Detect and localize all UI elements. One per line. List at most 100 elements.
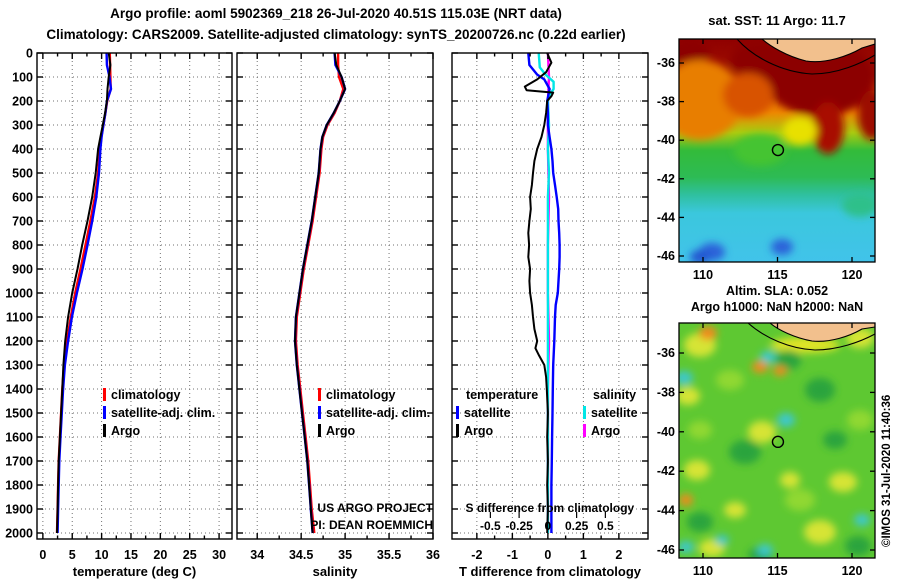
x-axis-label: T difference from climatology (459, 564, 642, 579)
lat-tick-label: -46 (657, 249, 675, 263)
field-blob (829, 472, 857, 492)
field-blob (773, 366, 787, 376)
field-blob (783, 117, 817, 145)
land-mass (761, 39, 875, 63)
lon-tick-label: 115 (767, 564, 787, 578)
field-blob (842, 193, 875, 217)
lon-tick-label: 115 (767, 268, 787, 282)
series-argo (294, 52, 347, 534)
x-tick-label: 35 (338, 548, 352, 562)
field-blob (858, 90, 875, 140)
depth-tick-label: 1000 (5, 287, 33, 301)
legend-marker (103, 406, 106, 419)
s-diff-tick-label: 0.25 (565, 519, 589, 533)
legend-label: Argo (111, 424, 141, 438)
x-tick-label: -1 (507, 548, 518, 562)
x-tick-label: 34 (250, 548, 264, 562)
depth-tick-label: 2000 (5, 527, 33, 541)
lon-tick-label: 110 (693, 268, 713, 282)
figure-subtitle: Climatology: CARS2009. Satellite-adjuste… (46, 27, 626, 42)
legend-marker (103, 388, 106, 401)
depth-tick-label: 1500 (5, 407, 33, 421)
field-blob (752, 361, 768, 373)
lat-tick-label: -42 (657, 464, 675, 478)
legend-marker (583, 424, 586, 437)
sst-map: 110 115 120 -36 -38 -40 -42 -44 -46 (657, 38, 876, 282)
s-diff-tick-label: -0.25 (505, 519, 533, 533)
field-blob (780, 472, 800, 488)
imos-credit-text: ©IMOS 31-Jul-2020 11:40:36 (881, 394, 893, 547)
x-tick-label: 0 (544, 548, 551, 562)
depth-tick-label: 600 (12, 191, 33, 205)
field-blob (679, 60, 742, 140)
field-blob (684, 460, 710, 480)
depth-tick-label: 800 (12, 239, 33, 253)
legend-label: satellite (464, 406, 511, 420)
x-tick-label: 36 (426, 548, 440, 562)
legend-group-header: salinity (593, 388, 636, 402)
legend-marker (318, 388, 321, 401)
sst-comparison-title: sat. SST: 11 Argo: 11.7 (708, 13, 846, 28)
field-blob (679, 371, 693, 385)
x-axis-label: temperature (deg C) (73, 564, 197, 579)
coast-contour (736, 39, 875, 75)
lat-tick-label: -40 (657, 425, 675, 439)
lat-tick-label: -36 (657, 346, 675, 360)
lat-tick-label: -38 (657, 95, 675, 109)
legend-marker (103, 424, 106, 437)
legend-group-header: temperature (466, 388, 538, 402)
x-tick-label: 30 (212, 548, 226, 562)
lat-tick-label: -40 (657, 133, 675, 147)
legend-label: climatology (111, 388, 181, 402)
field-blob (804, 520, 836, 544)
field-blob (730, 42, 790, 78)
lat-tick-label: -38 (657, 385, 675, 399)
field-blob (765, 40, 875, 116)
depth-tick-label: 300 (12, 119, 33, 133)
series-climatology (294, 53, 345, 534)
legend-marker (456, 406, 459, 419)
land-mass (769, 323, 875, 342)
x-tick-label: 2 (615, 548, 622, 562)
depth-tick-label: 1100 (6, 311, 33, 325)
field-blob (760, 351, 776, 363)
legend-marker (583, 406, 586, 419)
project-name-text: US ARGO PROJECT (317, 501, 433, 515)
lon-tick-label: 110 (693, 564, 713, 578)
map-frame (678, 38, 876, 263)
x-tick-label: 35.5 (377, 548, 401, 562)
field-blob (715, 535, 729, 545)
depth-tick-label: 700 (12, 215, 33, 229)
legend-label: satellite-adj. clim. (111, 406, 215, 420)
s-diff-tick-label: 0 (545, 519, 552, 533)
series-argo (56, 52, 112, 534)
ticks (237, 52, 434, 539)
depth-tick-label: 100 (12, 71, 33, 85)
lon-tick-label: 120 (842, 564, 863, 578)
depth-tick-label: 1400 (5, 383, 33, 397)
field-blob (748, 421, 776, 443)
map-blobs (679, 40, 875, 262)
legend-label: satellite (591, 406, 638, 420)
legend-label: Argo (591, 424, 621, 438)
depth-tick-label: 1900 (5, 503, 33, 517)
float-position-marker (771, 143, 785, 157)
x-axis-label: salinity (313, 564, 359, 579)
lat-tick-label: -46 (657, 543, 675, 557)
map-ticks (679, 39, 875, 262)
field-blob (723, 73, 773, 117)
depth-tick-label: 1200 (5, 335, 33, 349)
lat-tick-label: -36 (657, 56, 675, 70)
x-tick-label: -2 (471, 548, 482, 562)
lat-tick-label: -44 (657, 210, 675, 224)
figure-title: Argo profile: aoml 5902369_218 26-Jul-20… (110, 6, 562, 21)
legend-label: Argo (326, 424, 356, 438)
field-blob (688, 421, 712, 439)
argo-height-values: Argo h1000: NaN h2000: NaN (690, 300, 864, 314)
float-position-marker (771, 435, 785, 449)
altimetry-sla-value: Altim. SLA: 0.052 (725, 284, 829, 298)
x-tick-label: 20 (153, 548, 167, 562)
field-blob (679, 494, 693, 506)
